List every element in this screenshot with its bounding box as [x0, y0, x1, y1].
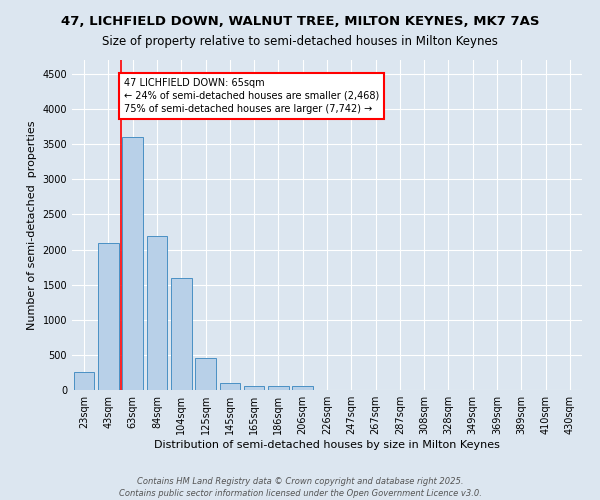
Bar — [74, 372, 94, 390]
Bar — [195, 358, 216, 390]
Text: 47 LICHFIELD DOWN: 65sqm
← 24% of semi-detached houses are smaller (2,468)
75% o: 47 LICHFIELD DOWN: 65sqm ← 24% of semi-d… — [124, 78, 379, 114]
Text: Size of property relative to semi-detached houses in Milton Keynes: Size of property relative to semi-detach… — [102, 35, 498, 48]
Bar — [122, 137, 143, 390]
Y-axis label: Number of semi-detached  properties: Number of semi-detached properties — [27, 120, 37, 330]
Text: Contains HM Land Registry data © Crown copyright and database right 2025.
Contai: Contains HM Land Registry data © Crown c… — [119, 476, 481, 498]
Bar — [268, 386, 289, 390]
Bar — [98, 242, 119, 390]
X-axis label: Distribution of semi-detached houses by size in Milton Keynes: Distribution of semi-detached houses by … — [154, 440, 500, 450]
Bar — [244, 386, 265, 390]
Text: 47, LICHFIELD DOWN, WALNUT TREE, MILTON KEYNES, MK7 7AS: 47, LICHFIELD DOWN, WALNUT TREE, MILTON … — [61, 15, 539, 28]
Bar — [292, 386, 313, 390]
Bar — [146, 236, 167, 390]
Bar — [171, 278, 191, 390]
Bar — [220, 383, 240, 390]
